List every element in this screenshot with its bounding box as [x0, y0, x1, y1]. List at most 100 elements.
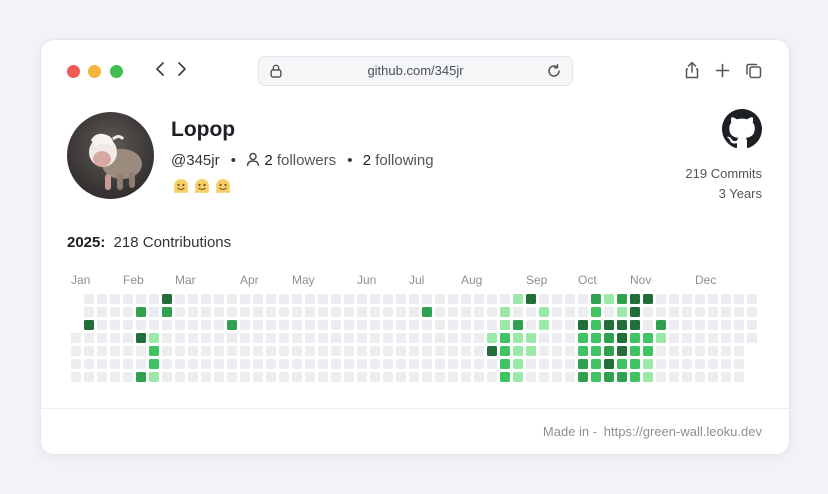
contribution-day-cell[interactable]: [305, 346, 315, 356]
contribution-day-cell[interactable]: [474, 320, 484, 330]
contribution-day-cell[interactable]: [279, 346, 289, 356]
contribution-day-cell[interactable]: [188, 320, 198, 330]
address-bar[interactable]: github.com/345jr: [258, 56, 573, 86]
contribution-day-cell[interactable]: [695, 294, 705, 304]
contribution-day-cell[interactable]: [656, 294, 666, 304]
contribution-day-cell[interactable]: [526, 294, 536, 304]
contribution-day-cell[interactable]: [240, 307, 250, 317]
contribution-day-cell[interactable]: [253, 359, 263, 369]
contribution-day-cell[interactable]: [695, 359, 705, 369]
contribution-day-cell[interactable]: [266, 294, 276, 304]
contribution-day-cell[interactable]: [617, 372, 627, 382]
contribution-day-cell[interactable]: [682, 359, 692, 369]
contribution-day-cell[interactable]: [487, 294, 497, 304]
contribution-day-cell[interactable]: [110, 294, 120, 304]
contribution-day-cell[interactable]: [578, 307, 588, 317]
contribution-day-cell[interactable]: [487, 307, 497, 317]
contribution-day-cell[interactable]: [136, 346, 146, 356]
contribution-day-cell[interactable]: [435, 372, 445, 382]
contribution-day-cell[interactable]: [669, 320, 679, 330]
contribution-day-cell[interactable]: [253, 333, 263, 343]
contribution-day-cell[interactable]: [149, 346, 159, 356]
contribution-day-cell[interactable]: [591, 372, 601, 382]
contribution-day-cell[interactable]: [292, 372, 302, 382]
contribution-day-cell[interactable]: [383, 294, 393, 304]
contribution-day-cell[interactable]: [695, 307, 705, 317]
contribution-day-cell[interactable]: [123, 333, 133, 343]
contribution-day-cell[interactable]: [188, 346, 198, 356]
contribution-day-cell[interactable]: [487, 333, 497, 343]
contribution-day-cell[interactable]: [448, 333, 458, 343]
contribution-day-cell[interactable]: [708, 333, 718, 343]
contribution-day-cell[interactable]: [396, 346, 406, 356]
contribution-day-cell[interactable]: [97, 307, 107, 317]
contribution-day-cell[interactable]: [84, 320, 94, 330]
contribution-day-cell[interactable]: [604, 320, 614, 330]
contribution-day-cell[interactable]: [591, 346, 601, 356]
contribution-day-cell[interactable]: [383, 372, 393, 382]
contribution-day-cell[interactable]: [708, 307, 718, 317]
contribution-day-cell[interactable]: [123, 307, 133, 317]
contribution-day-cell[interactable]: [565, 320, 575, 330]
contribution-day-cell[interactable]: [396, 333, 406, 343]
contribution-day-cell[interactable]: [591, 359, 601, 369]
contribution-day-cell[interactable]: [136, 333, 146, 343]
contribution-day-cell[interactable]: [383, 307, 393, 317]
contribution-day-cell[interactable]: [71, 359, 81, 369]
contribution-day-cell[interactable]: [110, 333, 120, 343]
contribution-day-cell[interactable]: [552, 294, 562, 304]
contribution-day-cell[interactable]: [552, 307, 562, 317]
contribution-day-cell[interactable]: [630, 346, 640, 356]
contribution-day-cell[interactable]: [682, 346, 692, 356]
contribution-day-cell[interactable]: [136, 294, 146, 304]
contribution-day-cell[interactable]: [409, 359, 419, 369]
contribution-day-cell[interactable]: [422, 333, 432, 343]
contribution-day-cell[interactable]: [227, 333, 237, 343]
contribution-day-cell[interactable]: [162, 307, 172, 317]
contribution-day-cell[interactable]: [461, 320, 471, 330]
contribution-day-cell[interactable]: [721, 320, 731, 330]
contribution-day-cell[interactable]: [682, 320, 692, 330]
contribution-day-cell[interactable]: [734, 372, 744, 382]
contribution-day-cell[interactable]: [721, 333, 731, 343]
contribution-day-cell[interactable]: [175, 359, 185, 369]
tabs-overview-icon[interactable]: [745, 62, 762, 79]
contribution-day-cell[interactable]: [123, 346, 133, 356]
contribution-day-cell[interactable]: [656, 346, 666, 356]
contribution-day-cell[interactable]: [240, 346, 250, 356]
contribution-day-cell[interactable]: [188, 333, 198, 343]
contribution-day-cell[interactable]: [214, 333, 224, 343]
contribution-day-cell[interactable]: [201, 346, 211, 356]
contribution-day-cell[interactable]: [617, 307, 627, 317]
contribution-day-cell[interactable]: [162, 333, 172, 343]
contribution-day-cell[interactable]: [747, 333, 757, 343]
contribution-day-cell[interactable]: [279, 294, 289, 304]
contribution-day-cell[interactable]: [279, 307, 289, 317]
contribution-day-cell[interactable]: [123, 320, 133, 330]
footer-link[interactable]: https://green-wall.leoku.dev: [603, 424, 762, 439]
contribution-day-cell[interactable]: [526, 372, 536, 382]
contribution-day-cell[interactable]: [240, 359, 250, 369]
contribution-day-cell[interactable]: [201, 359, 211, 369]
contribution-day-cell[interactable]: [656, 359, 666, 369]
contribution-day-cell[interactable]: [474, 346, 484, 356]
contribution-day-cell[interactable]: [474, 333, 484, 343]
contribution-day-cell[interactable]: [383, 333, 393, 343]
contribution-day-cell[interactable]: [682, 307, 692, 317]
contribution-day-cell[interactable]: [97, 359, 107, 369]
contribution-day-cell[interactable]: [396, 359, 406, 369]
contribution-day-cell[interactable]: [617, 359, 627, 369]
contribution-day-cell[interactable]: [357, 294, 367, 304]
contribution-day-cell[interactable]: [409, 372, 419, 382]
contribution-day-cell[interactable]: [708, 372, 718, 382]
contribution-day-cell[interactable]: [370, 359, 380, 369]
contribution-day-cell[interactable]: [591, 320, 601, 330]
contribution-day-cell[interactable]: [318, 346, 328, 356]
contribution-day-cell[interactable]: [422, 372, 432, 382]
contribution-day-cell[interactable]: [448, 346, 458, 356]
contribution-day-cell[interactable]: [487, 320, 497, 330]
contribution-day-cell[interactable]: [500, 346, 510, 356]
contribution-day-cell[interactable]: [227, 307, 237, 317]
contribution-day-cell[interactable]: [565, 359, 575, 369]
contribution-day-cell[interactable]: [500, 359, 510, 369]
